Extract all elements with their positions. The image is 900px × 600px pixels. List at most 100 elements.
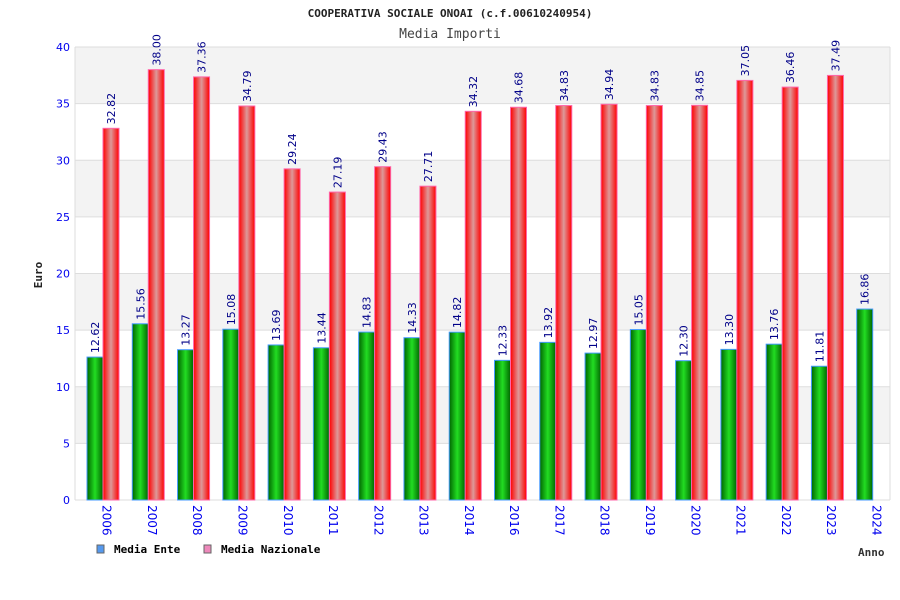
x-tick-label: 2023: [824, 505, 838, 536]
data-label: 13.92: [542, 307, 555, 339]
data-label: 29.43: [377, 131, 390, 163]
bar-media-ente-2019: [629, 329, 647, 501]
data-label: 14.83: [361, 297, 374, 329]
x-tick-label: 2018: [598, 505, 612, 536]
data-label: 12.62: [89, 322, 102, 354]
chart-subtitle: Media Importi: [399, 27, 501, 42]
data-label: 12.30: [678, 325, 691, 357]
x-tick-label: 2008: [190, 505, 204, 536]
bar-media-nazionale-2016: [510, 106, 527, 501]
data-label: 15.08: [225, 294, 238, 326]
y-tick-label: 20: [56, 268, 70, 281]
data-label: 36.46: [784, 52, 797, 84]
bar-media-ente-2017: [539, 341, 557, 501]
bar-media-nazionale-2012: [374, 166, 392, 501]
x-tick-label: 2024: [869, 505, 883, 536]
data-label: 37.05: [739, 45, 752, 77]
y-tick-label: 30: [56, 154, 70, 167]
data-label: 27.71: [422, 151, 435, 183]
y-tick-label: 40: [56, 41, 70, 54]
data-label: 13.69: [270, 309, 283, 341]
x-tick-label: 2009: [235, 505, 249, 536]
x-tick-label: 2021: [734, 505, 748, 536]
legend-swatch-media-nazionale: [203, 544, 212, 554]
bar-media-ente-2023: [810, 365, 828, 501]
x-tick-label: 2016: [507, 505, 521, 536]
grid-band: [75, 103, 890, 161]
x-tick-label: 2017: [552, 505, 566, 536]
bar-media-nazionale-2020: [691, 104, 709, 501]
data-label: 34.32: [467, 76, 480, 108]
x-axis-label: Anno: [858, 546, 885, 559]
data-label: 13.30: [723, 314, 736, 346]
grid-band: [75, 443, 890, 500]
data-label: 38.00: [150, 34, 163, 66]
grid-band: [75, 216, 890, 274]
bar-media-nazionale-2011: [328, 191, 346, 501]
data-label: 13.76: [768, 309, 781, 341]
y-tick-label: 25: [56, 211, 70, 224]
bar-media-ente-2021: [720, 348, 738, 501]
bar-media-ente-2018: [584, 352, 602, 501]
data-label: 27.19: [331, 157, 344, 189]
y-tick-label: 10: [56, 381, 70, 394]
bar-media-ente-2020: [675, 360, 693, 501]
bar-media-nazionale-2007: [147, 69, 165, 501]
data-label: 34.85: [694, 70, 707, 102]
bar-media-ente-2006: [86, 356, 104, 501]
grid-band: [75, 273, 890, 331]
data-label: 11.81: [813, 331, 826, 363]
legend: Media Ente Media Nazionale: [96, 543, 321, 556]
bar-media-nazionale-2006: [102, 127, 120, 501]
bar-media-nazionale-2018: [600, 103, 618, 501]
y-tick-label: 5: [63, 437, 70, 450]
bar-media-ente-2007: [131, 323, 149, 501]
grid-band: [75, 47, 890, 104]
bar-media-ente-2010: [267, 344, 285, 501]
x-tick-label: 2007: [145, 505, 159, 536]
bar-media-nazionale-2013: [419, 185, 437, 501]
data-label: 13.44: [315, 312, 328, 344]
x-tick-label: 2006: [100, 505, 114, 536]
bar-media-ente-2011: [312, 347, 330, 501]
x-tick-label: 2019: [643, 505, 657, 536]
data-label: 13.27: [180, 314, 193, 346]
bar-media-nazionale-2017: [555, 105, 573, 501]
y-tick-label: 15: [56, 324, 70, 337]
x-tick-label: 2012: [371, 505, 385, 536]
x-tick-label: 2020: [688, 505, 702, 536]
x-tick-label: 2010: [281, 505, 295, 536]
data-label: 15.56: [134, 288, 147, 320]
data-label: 15.05: [632, 294, 645, 326]
data-label: 32.82: [105, 93, 118, 125]
bar-media-ente-2009: [222, 328, 240, 501]
grid-band: [75, 386, 890, 444]
legend-label-media-nazionale: Media Nazionale: [221, 543, 321, 556]
bar-media-nazionale-2010: [283, 168, 301, 501]
bar-media-ente-2008: [177, 349, 195, 501]
data-label: 34.68: [513, 72, 526, 104]
x-tick-label: 2022: [779, 505, 793, 536]
data-label: 12.97: [587, 318, 600, 350]
bar-media-ente-2013: [403, 337, 421, 501]
bar-media-nazionale-2014: [464, 110, 482, 501]
bar-media-nazionale-2023: [826, 74, 844, 501]
data-label: 34.94: [603, 69, 616, 101]
legend-swatch-media-ente: [96, 544, 105, 554]
bar-media-nazionale-2021: [736, 79, 754, 501]
data-label: 14.82: [451, 297, 464, 329]
x-tick-label: 2011: [326, 505, 340, 536]
bar-media-nazionale-2019: [645, 105, 663, 501]
x-tick-label: 2014: [462, 505, 476, 536]
legend-label-media-ente: Media Ente: [114, 543, 181, 556]
bar-media-nazionale-2008: [193, 76, 211, 501]
y-tick-label: 0: [63, 494, 70, 507]
y-axis-label: Euro: [32, 261, 45, 288]
data-label: 34.79: [241, 71, 254, 103]
data-label: 37.36: [196, 41, 209, 73]
bar-media-ente-2022: [765, 343, 783, 501]
data-label: 16.86: [859, 274, 872, 306]
data-label: 34.83: [648, 70, 661, 102]
bar-media-ente-2014: [448, 331, 466, 501]
y-tick-label: 35: [56, 98, 70, 111]
